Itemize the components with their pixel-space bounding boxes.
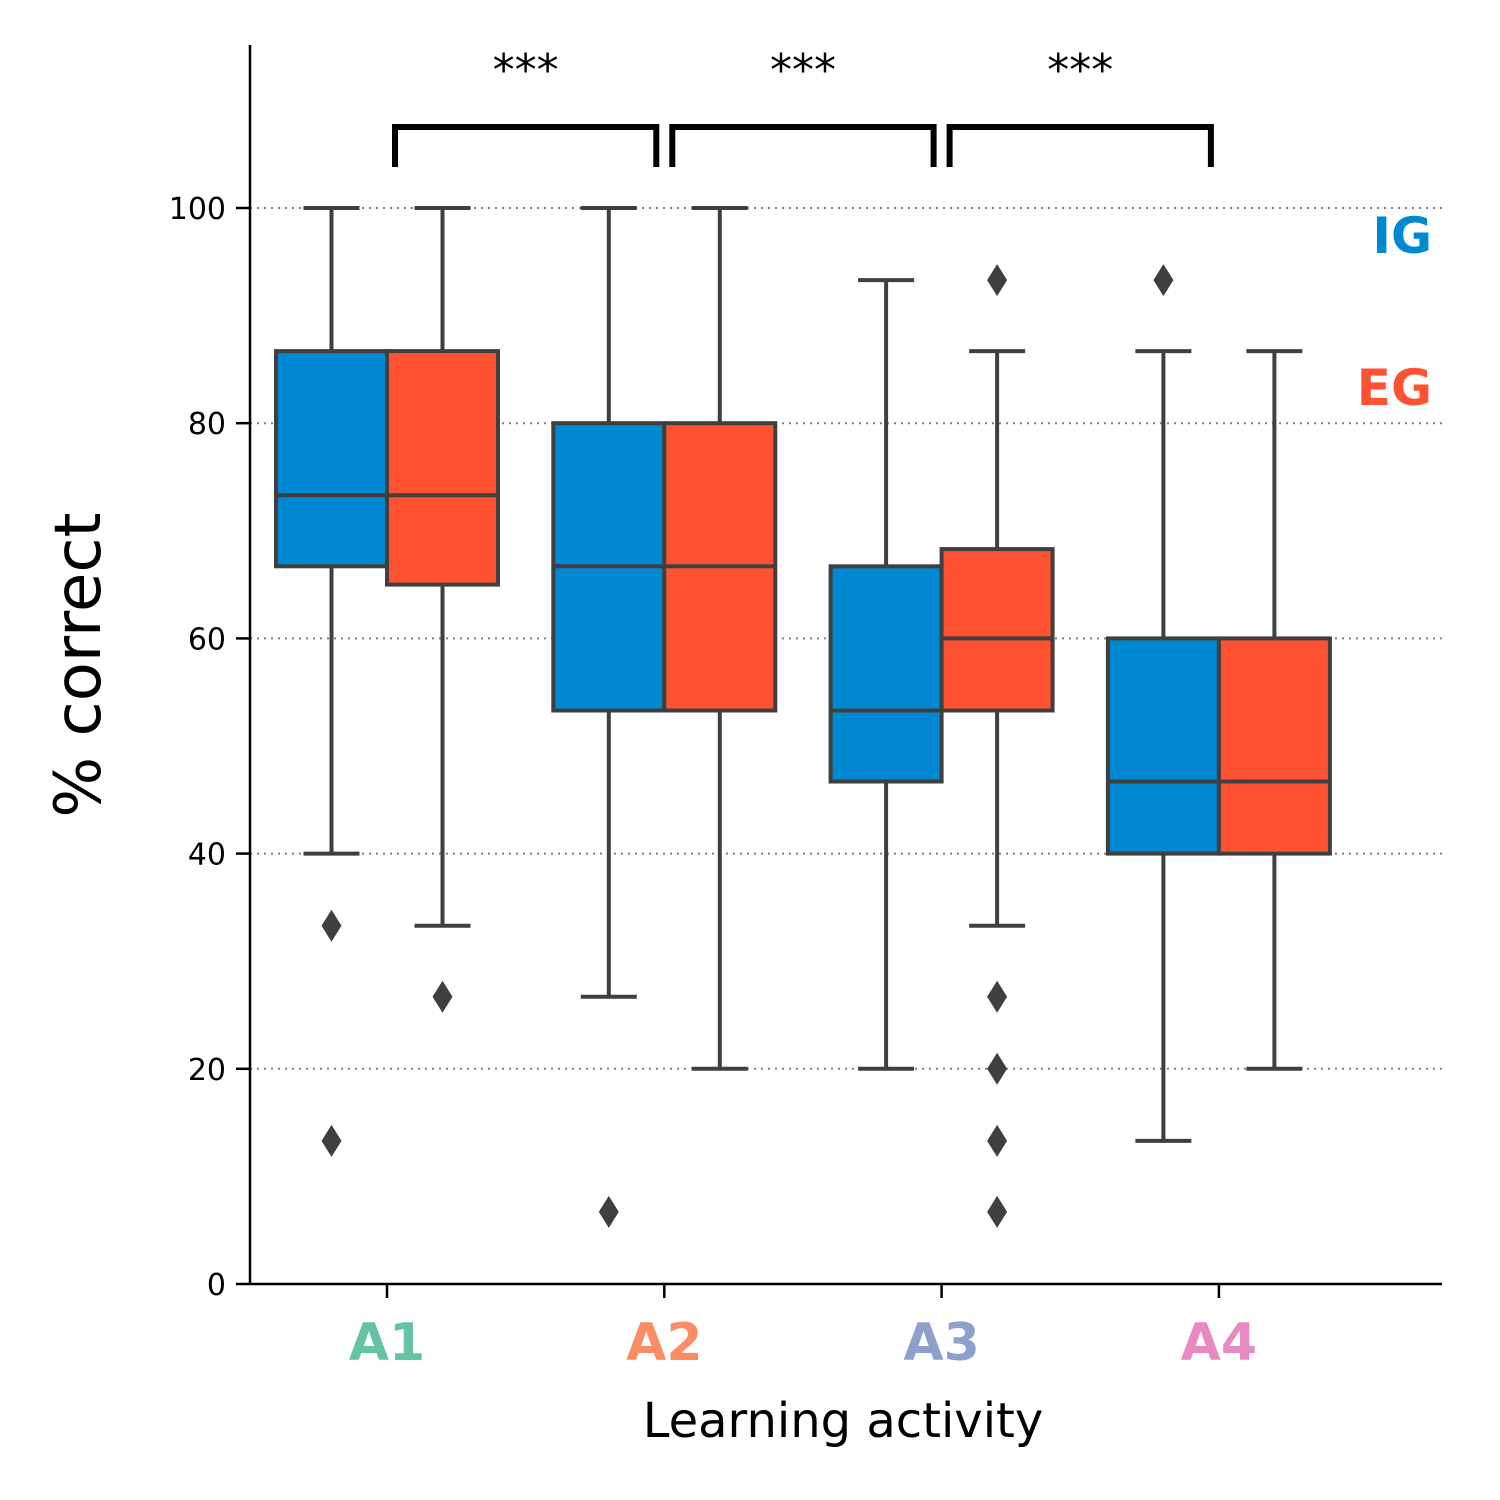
x-axis-title: Learning activity (643, 1393, 1044, 1449)
box-ig-a3 (828, 278, 944, 1071)
iqr-box (828, 564, 944, 784)
significance-label: *** (493, 45, 559, 96)
iqr-box (1105, 636, 1221, 856)
outlier-marker (1153, 264, 1174, 297)
axes: 0 20 40 60 80 100 A1 A2 A3 A4 (169, 45, 1442, 1373)
significance-label: *** (1047, 45, 1113, 96)
x-tick-label-a1: A1 (349, 1313, 425, 1373)
y-tick-label: 20 (188, 1053, 226, 1088)
outlier-marker (987, 1124, 1008, 1157)
box-ig-a4 (1105, 264, 1221, 1143)
outlier-marker (598, 1195, 619, 1228)
y-tick-label: 60 (188, 622, 226, 657)
outlier-marker (432, 980, 453, 1013)
box-eg-a1 (385, 206, 500, 1013)
legend-label-eg: EG (1357, 359, 1432, 417)
box-eg-a3 (939, 264, 1055, 1228)
iqr-box (385, 349, 500, 587)
y-axis-title: % correct (42, 512, 116, 817)
outlier-marker (987, 264, 1008, 297)
y-tick-label: 80 (188, 407, 226, 442)
box-ig-a2 (551, 206, 667, 1228)
significance-bracket (392, 124, 660, 167)
significance-bracket (669, 124, 937, 167)
outlier-marker (987, 1195, 1008, 1228)
y-tick-label: 40 (188, 838, 226, 873)
outlier-marker (321, 909, 342, 942)
x-tick-label-a3: A3 (903, 1313, 979, 1373)
significance-bracket (946, 124, 1214, 167)
outlier-marker (987, 980, 1008, 1013)
y-tick-label: 100 (169, 192, 226, 227)
box-ig-a1 (274, 206, 389, 1157)
iqr-box (274, 349, 389, 569)
iqr-box (939, 547, 1055, 713)
legend: IG EG (1357, 207, 1432, 417)
y-tick-label: 0 (207, 1268, 226, 1303)
outlier-marker (321, 1124, 342, 1157)
box-series (274, 206, 1332, 1228)
x-tick-label-a2: A2 (626, 1313, 702, 1373)
outlier-marker (987, 1052, 1008, 1085)
significance-label: *** (770, 45, 836, 96)
significance-brackets: *** *** *** (392, 45, 1214, 167)
box-eg-a2 (662, 206, 778, 1071)
legend-label-ig: IG (1372, 207, 1432, 265)
box-eg-a4 (1216, 349, 1332, 1071)
x-tick-label-a4: A4 (1181, 1313, 1257, 1373)
iqr-box (1216, 636, 1332, 856)
